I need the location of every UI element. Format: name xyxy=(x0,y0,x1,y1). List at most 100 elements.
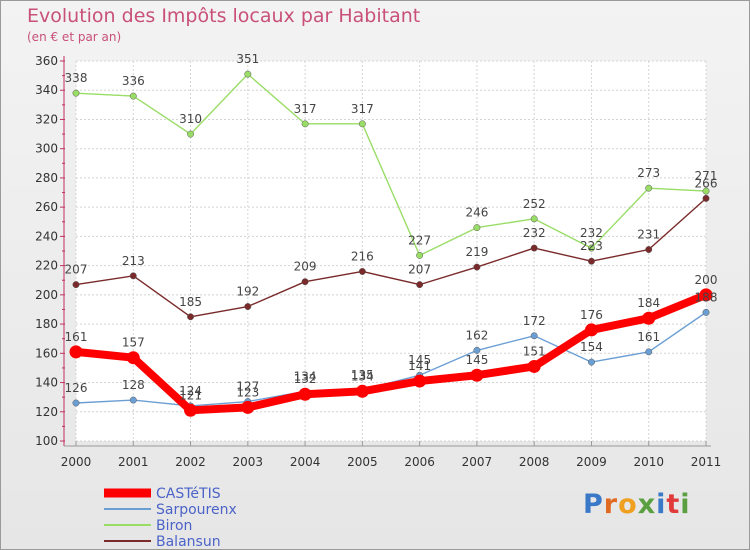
data-point-sarpourenx xyxy=(645,348,653,356)
y-tick-label: 120 xyxy=(35,405,58,419)
data-point-sarpourenx xyxy=(702,308,710,316)
data-label: 338 xyxy=(65,71,88,85)
data-label: 132 xyxy=(294,372,317,386)
series-line-biron xyxy=(75,73,707,257)
logo-letter: o xyxy=(618,489,638,520)
data-label: 227 xyxy=(408,233,431,247)
data-point-cast-tis xyxy=(584,323,598,337)
data-label: 134 xyxy=(294,369,317,383)
logo-letter: i xyxy=(680,489,691,520)
legend-label-biron: Biron xyxy=(156,518,192,534)
data-label: 185 xyxy=(179,295,202,309)
data-label: 123 xyxy=(236,385,259,399)
data-point-cast-tis xyxy=(69,345,83,359)
data-point-biron xyxy=(72,89,80,97)
y-tick-label: 360 xyxy=(35,54,58,68)
plot-area xyxy=(76,61,706,441)
data-label: 157 xyxy=(122,336,145,350)
legend-label-sarpourenx: Sarpourenx xyxy=(156,502,237,518)
chart-subtitle: (en € et par an) xyxy=(27,30,122,44)
data-label: 154 xyxy=(580,340,603,354)
data-point-cast-tis xyxy=(241,400,255,414)
data-point-biron xyxy=(588,244,595,252)
series-balansun xyxy=(72,194,710,321)
data-point-biron xyxy=(301,120,309,128)
data-point-balansun xyxy=(129,272,137,280)
logo-letter: t xyxy=(666,489,681,520)
x-tick-label: 2009 xyxy=(576,455,607,469)
data-point-balansun xyxy=(530,244,538,252)
data-point-balansun xyxy=(645,246,653,253)
x-tick-label: 2011 xyxy=(691,455,722,469)
data-label: 145 xyxy=(465,353,488,367)
data-label: 209 xyxy=(294,260,317,274)
data-label: 172 xyxy=(523,314,546,328)
data-point-biron xyxy=(530,215,538,223)
data-label: 336 xyxy=(122,74,145,88)
data-label: 317 xyxy=(351,102,374,116)
data-point-cast-tis xyxy=(126,351,140,365)
data-point-balansun xyxy=(187,313,194,321)
logo-letter: r xyxy=(603,489,619,520)
data-label: 161 xyxy=(65,330,88,344)
y-tick-labels: 100 120 140 160 180 200 220 240 260 280 300 320 340 3… xyxy=(35,54,58,448)
data-point-biron xyxy=(702,187,710,195)
y-tick-label: 160 xyxy=(35,346,58,360)
y-tick-label: 340 xyxy=(35,83,58,97)
data-label: 126 xyxy=(65,381,88,395)
data-point-biron xyxy=(416,251,424,259)
data-label: 266 xyxy=(695,176,718,190)
data-label: 219 xyxy=(465,245,488,259)
data-label: 176 xyxy=(580,308,603,322)
x-tick-label: 2005 xyxy=(347,455,378,469)
series-line-cast-tis xyxy=(72,290,710,415)
x-tick-label: 2000 xyxy=(61,455,92,469)
series-biron xyxy=(72,70,710,259)
data-label: 188 xyxy=(695,290,718,304)
data-point-balansun xyxy=(473,263,481,271)
y-tick-label: 220 xyxy=(35,259,58,273)
data-point-cast-tis xyxy=(184,403,198,417)
x-tick-label: 2010 xyxy=(633,455,664,469)
data-point-biron xyxy=(129,92,137,100)
data-point-balansun xyxy=(358,268,366,275)
series-line-balansun xyxy=(75,197,707,318)
data-label: 200 xyxy=(695,273,718,287)
x-tick-label: 2002 xyxy=(175,455,206,469)
data-label: 134 xyxy=(351,369,374,383)
data-point-sarpourenx xyxy=(588,358,595,366)
data-point-sarpourenx xyxy=(72,399,80,407)
data-label: 184 xyxy=(637,296,660,310)
x-tick-label: 2004 xyxy=(290,455,321,469)
logo-letter: P xyxy=(583,489,604,520)
data-point-cast-tis xyxy=(413,374,427,388)
data-point-sarpourenx xyxy=(129,396,137,404)
axes xyxy=(60,56,711,447)
data-label: 141 xyxy=(408,359,431,373)
data-label: 246 xyxy=(465,206,488,220)
y-tick-label: 100 xyxy=(35,434,58,448)
data-point-biron xyxy=(244,70,252,78)
data-label: 223 xyxy=(580,239,603,253)
data-label: 207 xyxy=(65,263,88,277)
data-label: 231 xyxy=(637,228,660,242)
x-tick-label: 2001 xyxy=(118,455,149,469)
series-cast-tis xyxy=(69,288,713,417)
data-point-biron xyxy=(473,224,481,232)
logo-letter: x xyxy=(637,489,657,520)
logo-letter: i xyxy=(656,489,667,520)
data-label: 273 xyxy=(637,166,660,180)
data-label: 161 xyxy=(637,330,660,344)
chart-title: Evolution des Impôts locaux par Habitant xyxy=(27,5,421,27)
y-tick-label: 240 xyxy=(35,229,58,243)
y-tick-label: 180 xyxy=(35,317,58,331)
x-tick-label: 2003 xyxy=(233,455,264,469)
data-point-cast-tis xyxy=(642,311,656,325)
data-label: 145 xyxy=(408,353,431,367)
data-point-cast-tis xyxy=(527,359,541,373)
data-label: 232 xyxy=(580,226,603,240)
